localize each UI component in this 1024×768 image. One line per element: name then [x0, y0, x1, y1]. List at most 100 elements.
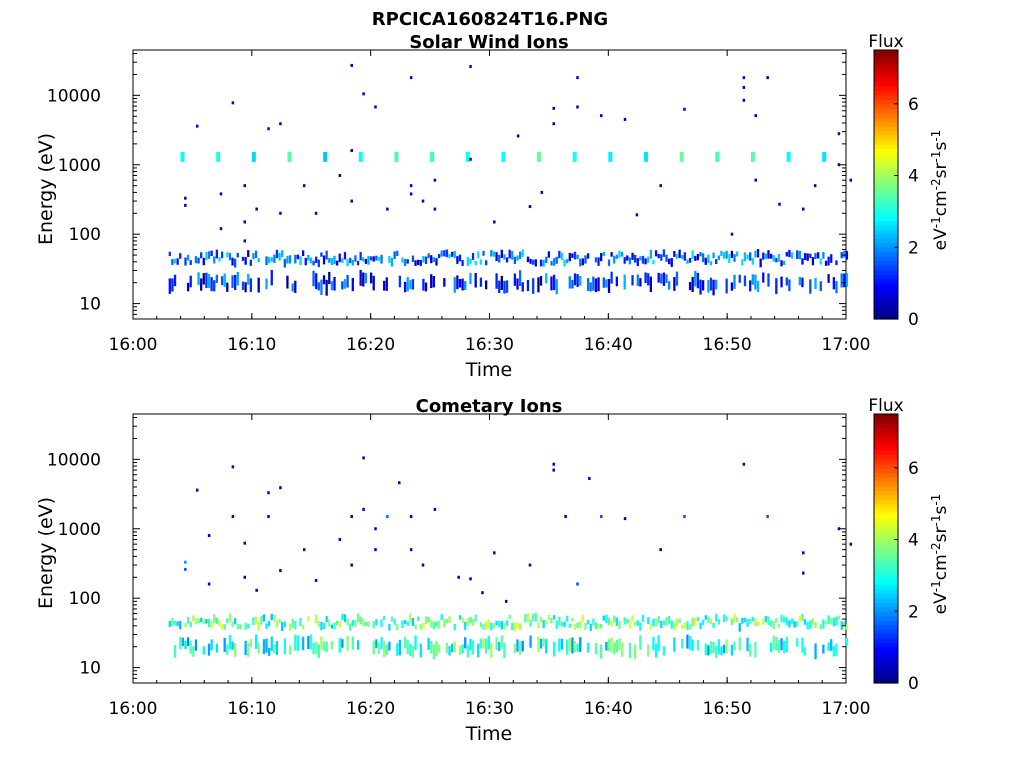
band-mark [518, 623, 522, 630]
band-mark [278, 252, 281, 261]
band-mark [471, 619, 475, 626]
colorbar-cell [874, 422, 898, 429]
band-mark [688, 257, 692, 263]
scatter-point [409, 548, 413, 552]
band-mark [270, 636, 273, 652]
band-mark [534, 612, 537, 622]
band-mark [286, 256, 289, 264]
band-mark [696, 639, 700, 651]
colorbar-cell [874, 440, 898, 446]
scatter-point [754, 114, 757, 118]
band-mark [312, 642, 315, 654]
scatter-point [552, 468, 555, 472]
band-mark [762, 618, 765, 625]
band-mark [487, 619, 490, 628]
band-mark [704, 643, 707, 656]
band-mark [432, 621, 435, 629]
pulse-mark [287, 151, 292, 162]
band-mark [576, 254, 579, 260]
scatter-point [397, 481, 401, 485]
scatter-points [184, 456, 853, 603]
band-mark [252, 617, 255, 626]
colorbar-tick-label: 6 [908, 95, 919, 115]
band-mark [542, 638, 545, 647]
band-mark [197, 618, 200, 624]
scatter-point [742, 85, 746, 89]
scatter-point [528, 205, 532, 209]
band-mark [495, 637, 498, 651]
colorbar-cell [874, 633, 898, 639]
band-mark [560, 252, 564, 261]
band-mark [252, 253, 255, 260]
band-mark [741, 259, 744, 266]
colorbar-cell [874, 314, 898, 320]
scatter-point [338, 174, 342, 178]
band-mark [367, 256, 370, 265]
band-mark [322, 275, 326, 285]
band-mark [301, 636, 305, 651]
colorbar-cell [874, 588, 898, 594]
band-mark [445, 642, 449, 654]
band-mark [270, 269, 273, 286]
band-mark [639, 278, 642, 287]
pulse-mark [822, 151, 827, 162]
band-mark [453, 623, 456, 631]
band-mark [343, 252, 347, 260]
band-mark [435, 621, 438, 627]
band-mark [265, 278, 268, 290]
band-mark [307, 616, 310, 622]
band-mark [610, 271, 613, 284]
band-mark [388, 623, 391, 631]
band-mark [725, 639, 728, 654]
band-mark [210, 639, 213, 651]
band-mark [631, 252, 634, 260]
colorbar-cell [874, 292, 898, 298]
band-mark [500, 249, 503, 259]
band-mark [215, 617, 219, 624]
band-mark [186, 282, 190, 292]
band-mark [500, 275, 503, 291]
band-mark [521, 249, 524, 257]
scatter-point [184, 560, 187, 564]
band-mark [200, 252, 203, 259]
band-mark [780, 276, 783, 288]
scatter-point [421, 199, 425, 203]
scatter-point [849, 178, 853, 182]
band-mark [267, 256, 271, 264]
colorbar-cell [874, 50, 898, 56]
colorbar-tick-label: 6 [908, 459, 919, 479]
band-mark [607, 617, 611, 626]
pulse-mark [251, 151, 256, 162]
band-mark [754, 618, 757, 627]
colorbar-cell [874, 512, 898, 518]
band-mark [579, 637, 582, 652]
band-mark [503, 280, 506, 294]
band-mark [283, 621, 286, 627]
band-mark [772, 255, 775, 262]
colorbar-cell [874, 418, 898, 424]
band-mark [247, 643, 250, 657]
band-mark [440, 250, 443, 257]
band-mark [735, 251, 739, 257]
band-mark [315, 641, 318, 655]
band-mark [537, 636, 540, 653]
pulse-mark [572, 151, 577, 162]
band-mark [503, 642, 506, 659]
band-mark [788, 279, 791, 292]
scatter-point [802, 571, 805, 575]
cometary-colorbar-unit: eV-1cm-2sr-1s-1 [929, 494, 951, 615]
colorbar-cell [874, 229, 898, 235]
band-mark [398, 275, 402, 288]
band-mark [803, 619, 807, 625]
band-mark [532, 259, 535, 265]
band-mark [474, 260, 477, 266]
colorbar-cell [874, 570, 898, 576]
band-mark [215, 643, 219, 653]
band-mark [754, 250, 757, 258]
band-mark [445, 249, 449, 258]
band-mark [615, 254, 619, 259]
band-mark [592, 618, 595, 626]
band-mark [589, 623, 592, 631]
band-mark [453, 641, 456, 653]
band-mark [380, 619, 383, 628]
